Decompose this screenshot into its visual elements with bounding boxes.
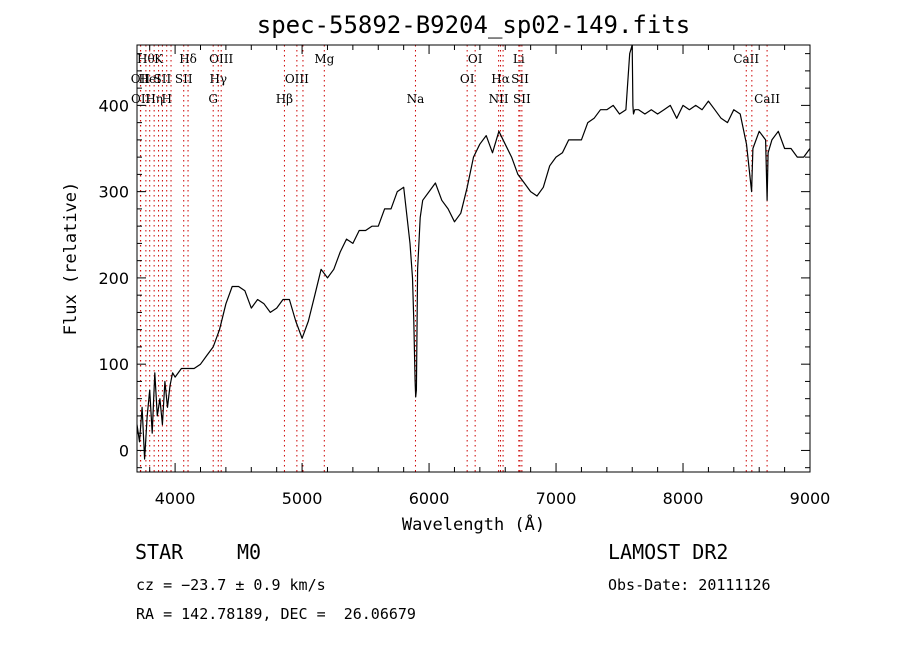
line-marker-label-10: Hδ [179, 52, 197, 66]
class-label: STAR [135, 540, 184, 564]
line-marker-label-27: CaII [733, 52, 759, 66]
x-tick-label-1: 5000 [282, 489, 323, 508]
line-marker-label-12: Hγ [209, 72, 227, 86]
subclass-label: M0 [237, 540, 262, 564]
line-marker-label-22: Hα [491, 72, 510, 86]
line-marker-label-21: NII [489, 92, 509, 106]
line-marker-label-26: SII [513, 92, 531, 106]
y-tick-label-0: 0 [119, 441, 129, 460]
y-tick-label-2: 200 [98, 269, 129, 288]
line-marker-label-25: SII [511, 72, 529, 86]
line-marker-label-17: Mg [314, 52, 334, 66]
line-marker-label-20: OI [468, 52, 483, 66]
line-marker-label-24: Li [513, 52, 525, 66]
line-marker-label-13: OIII [209, 52, 233, 66]
obs-date: Obs-Date: 20111126 [608, 576, 771, 594]
line-marker-label-7: H [161, 92, 171, 106]
x-tick-label-0: 4000 [155, 489, 196, 508]
line-marker-label-19: OI [460, 72, 475, 86]
x-tick-label-2: 6000 [409, 489, 450, 508]
chart-title: spec-55892-B9204_sp02-149.fits [257, 11, 690, 39]
line-marker-label-11: G [208, 92, 218, 106]
line-marker-label-29: CaII [754, 92, 780, 106]
line-marker-label-4: Hη [145, 92, 163, 106]
line-marker-label-9: SII [175, 72, 193, 86]
y-tick-label-1: 100 [98, 355, 129, 374]
line-marker-label-14: Hβ [276, 92, 293, 106]
y-tick-label-4: 400 [98, 96, 129, 115]
y-tick-label-3: 300 [98, 183, 129, 202]
line-marker-label-18: Na [407, 92, 425, 106]
line-marker-label-3: HeI [139, 72, 162, 86]
x-tick-label-3: 7000 [536, 489, 577, 508]
spectrum-line-0 [137, 45, 810, 460]
velocity-readout: cz = −23.7 ± 0.9 km/s [136, 576, 326, 594]
x-tick-label-4: 8000 [663, 489, 704, 508]
line-marker-label-2: Hθ [137, 52, 155, 66]
line-marker-label-6: SII [154, 72, 172, 86]
plot-frame [136, 44, 811, 473]
x-tick-label-5: 9000 [790, 489, 831, 508]
coordinates-readout: RA = 142.78189, DEC = 26.06679 [136, 605, 416, 623]
line-marker-label-5: K [154, 52, 164, 66]
y-axis-label: Flux (relative) [61, 182, 81, 336]
x-axis-label: Wavelength (Å) [402, 513, 545, 535]
survey-label: LAMOST DR2 [608, 540, 729, 564]
line-marker-label-15: OIII [285, 72, 309, 86]
